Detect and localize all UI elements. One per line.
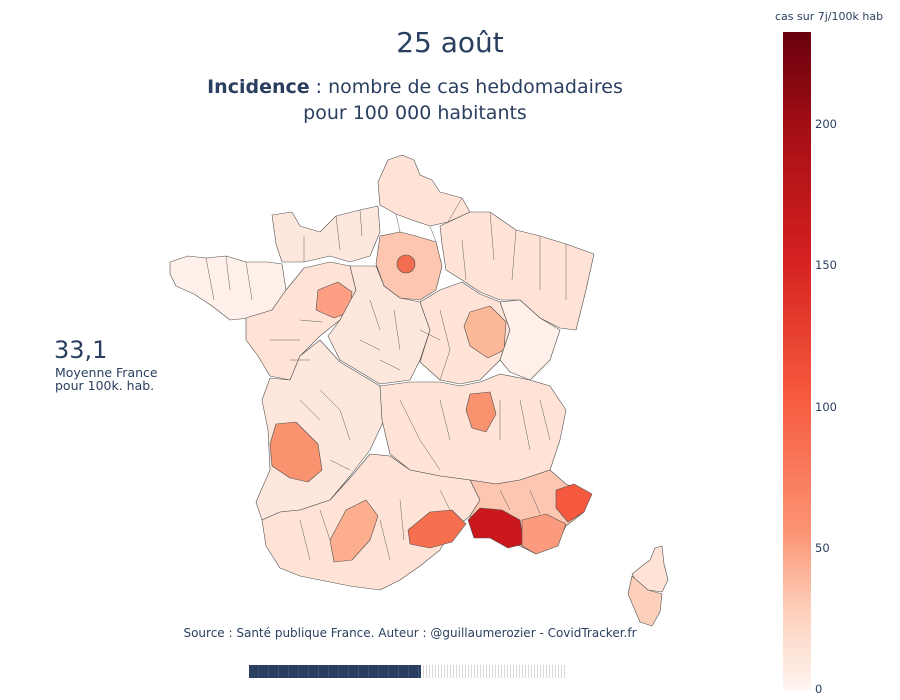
subtitle-bold: Incidence <box>207 76 310 98</box>
map-title: 25 août <box>396 26 504 59</box>
colorbar-tick-label: 150 <box>815 258 837 273</box>
national-average-label: Moyenne France pour 100k. hab. <box>55 366 195 392</box>
region-cote-dor-highlight[interactable] <box>463 305 507 359</box>
region-normandie[interactable] <box>271 205 381 263</box>
colorbar-tick-label: 0 <box>815 682 823 696</box>
region-nord[interactable] <box>377 154 471 227</box>
region-grand-est[interactable] <box>439 211 595 331</box>
region-paris[interactable] <box>396 254 416 274</box>
region-var-highlight[interactable] <box>521 513 567 555</box>
animation-progress-fill <box>249 665 421 678</box>
colorbar-tick-label: 200 <box>815 117 837 132</box>
department-borders <box>205 197 567 561</box>
region-centre[interactable] <box>327 265 431 385</box>
region-haute-garonne-highlight[interactable] <box>329 499 379 563</box>
region-herault-highlight[interactable] <box>407 509 467 549</box>
region-rhone-highlight[interactable] <box>465 391 497 433</box>
map-subtitle: Incidence : nombre de cas hebdomadaires … <box>0 74 830 126</box>
colorbar-tick-label: 100 <box>815 399 837 414</box>
animation-progress-bar[interactable] <box>249 665 567 678</box>
corsica <box>627 545 669 627</box>
colorbar <box>783 32 811 690</box>
subtitle-line2: pour 100 000 habitants <box>303 102 527 124</box>
source-caption: Source : Santé publique France. Auteur :… <box>183 626 637 640</box>
national-average-value: 33,1 <box>54 336 108 364</box>
average-label-line2: pour 100k. hab. <box>55 378 155 393</box>
region-auvergne-rhone-alpes[interactable] <box>379 373 567 485</box>
region-bretagne[interactable] <box>169 255 287 321</box>
subtitle-rest: : nombre de cas hebdomadaires <box>309 76 623 98</box>
colorbar-title: cas sur 7j/100k hab <box>775 10 884 23</box>
region-gironde-highlight[interactable] <box>269 421 323 483</box>
region-corse-du-sud[interactable] <box>627 575 663 627</box>
region-alpes-maritimes-highlight[interactable] <box>555 483 593 523</box>
average-label-line1: Moyenne France <box>55 365 158 380</box>
mainland-france <box>169 154 595 591</box>
colorbar-tick-label: 50 <box>815 540 830 555</box>
region-franche-comte[interactable] <box>499 299 561 381</box>
